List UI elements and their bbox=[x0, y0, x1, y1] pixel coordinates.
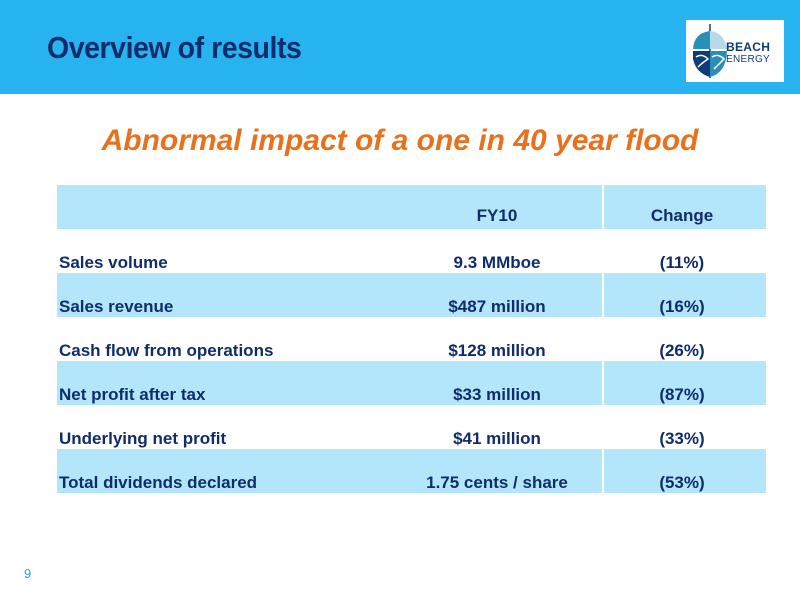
row-value: 1.75 cents / share bbox=[426, 473, 568, 492]
row-change: (33%) bbox=[659, 429, 705, 448]
row-label: Sales revenue bbox=[59, 297, 174, 316]
table-header-row: FY10 Change bbox=[57, 185, 766, 229]
row-label: Underlying net profit bbox=[59, 429, 227, 448]
table-row: Total dividends declared 1.75 cents / sh… bbox=[57, 449, 766, 493]
results-table: FY10 Change Sales volume 9.3 MMboe (11%)… bbox=[57, 185, 766, 493]
row-value: 9.3 MMboe bbox=[453, 253, 541, 272]
table-row: Cash flow from operations $128 million (… bbox=[57, 317, 766, 361]
row-change: (16%) bbox=[659, 297, 705, 316]
header-band: Overview of results BEACH ENERGY bbox=[0, 0, 800, 94]
header-fy10: FY10 bbox=[476, 206, 518, 225]
row-value: $487 million bbox=[448, 297, 546, 316]
company-logo: BEACH ENERGY bbox=[686, 20, 784, 82]
header-change: Change bbox=[650, 206, 714, 225]
logo-text-beach: BEACH bbox=[726, 40, 771, 54]
row-label: Total dividends declared bbox=[59, 473, 258, 492]
row-value: $41 million bbox=[453, 429, 541, 448]
row-value: $33 million bbox=[453, 385, 541, 404]
table-row: Sales volume 9.3 MMboe (11%) bbox=[57, 229, 766, 273]
table-row: Net profit after tax $33 million (87%) bbox=[57, 361, 766, 405]
logo-text-energy: ENERGY bbox=[726, 54, 771, 65]
table-row: Sales revenue $487 million (16%) bbox=[57, 273, 766, 317]
row-change: (87%) bbox=[659, 385, 705, 404]
row-value: $128 million bbox=[448, 341, 546, 360]
slide-subtitle: Abnormal impact of a one in 40 year floo… bbox=[101, 124, 699, 157]
table-row: Underlying net profit $41 million (33%) bbox=[57, 405, 766, 449]
row-label: Sales volume bbox=[59, 253, 168, 272]
row-change: (53%) bbox=[659, 473, 705, 492]
row-change: (26%) bbox=[659, 341, 705, 360]
beach-energy-logo-icon bbox=[693, 24, 727, 78]
row-label: Net profit after tax bbox=[59, 385, 206, 404]
row-change: (11%) bbox=[659, 253, 705, 272]
slide-title: Overview of results bbox=[47, 30, 302, 65]
row-label: Cash flow from operations bbox=[59, 341, 274, 360]
page-number: 9 bbox=[24, 566, 32, 581]
